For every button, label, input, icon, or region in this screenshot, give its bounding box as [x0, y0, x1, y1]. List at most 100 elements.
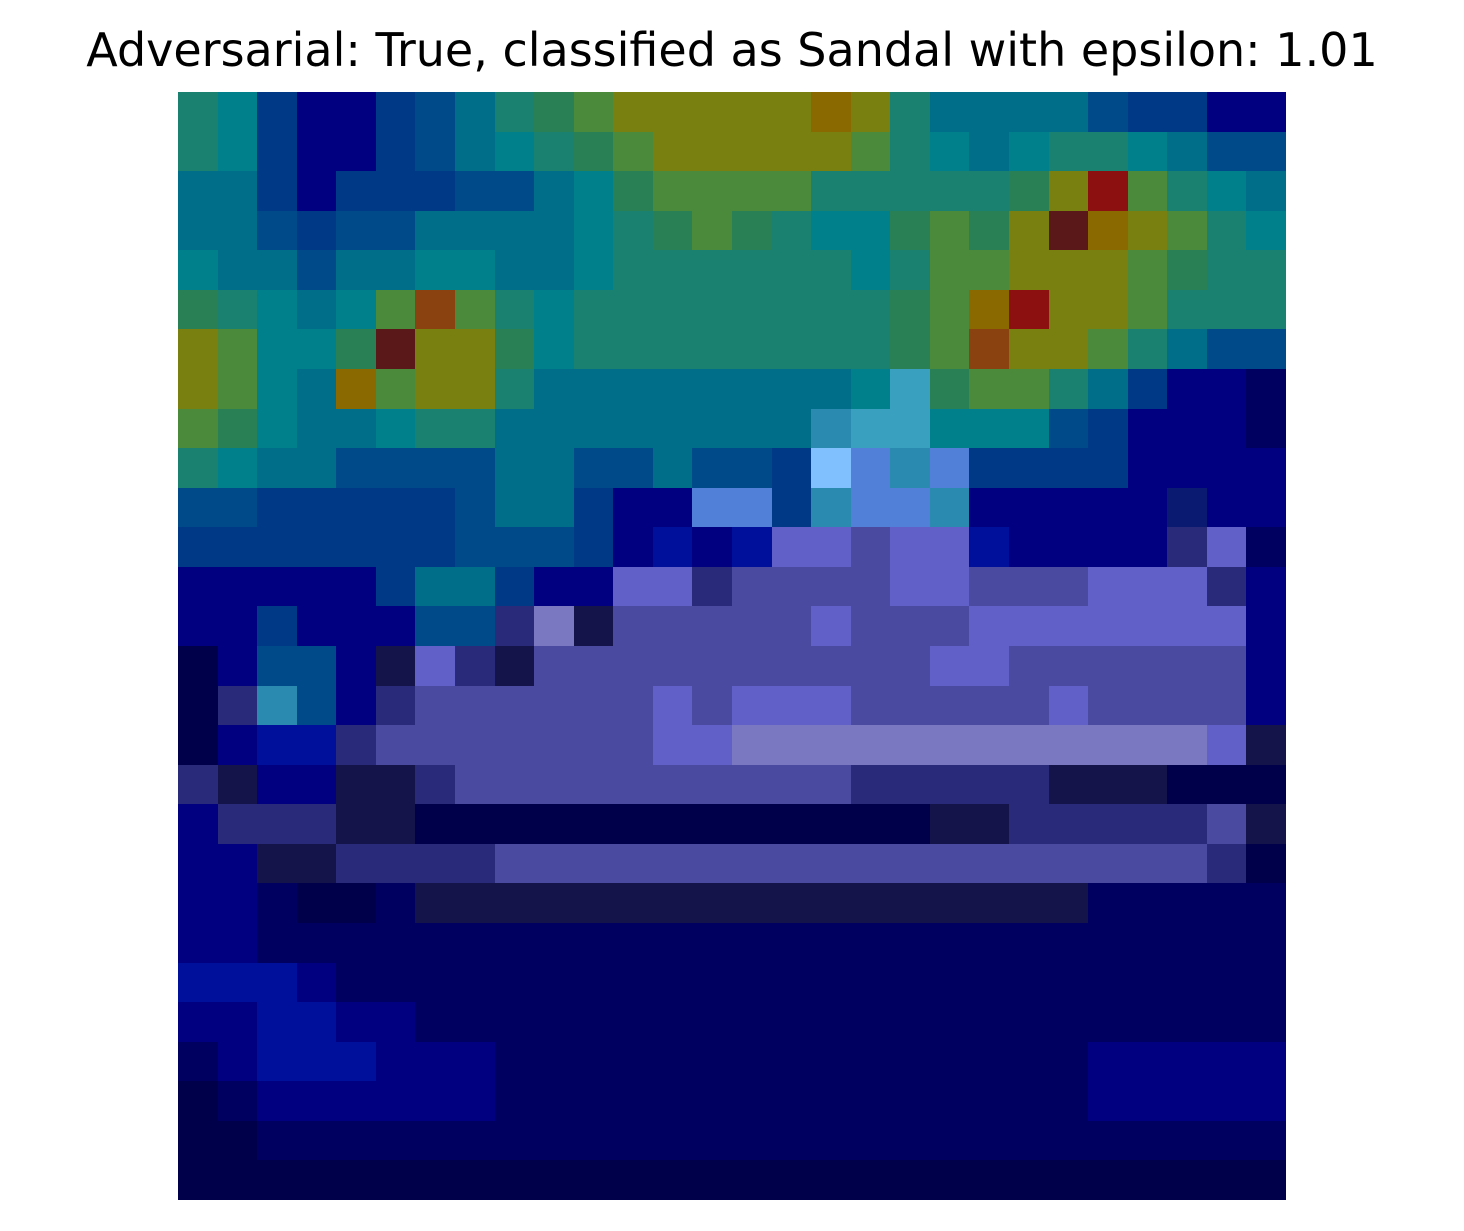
image-pixel: [1128, 527, 1168, 567]
image-pixel: [455, 1081, 495, 1121]
image-pixel: [297, 963, 337, 1003]
image-pixel: [455, 765, 495, 805]
image-pixel: [455, 171, 495, 211]
image-pixel: [336, 844, 376, 884]
image-pixel: [772, 923, 812, 963]
image-pixel: [455, 329, 495, 369]
image-pixel: [969, 567, 1009, 607]
image-pixel: [1207, 171, 1247, 211]
image-pixel: [1207, 527, 1247, 567]
image-pixel: [851, 527, 891, 567]
image-pixel: [495, 963, 535, 1003]
image-pixel: [811, 250, 851, 290]
image-pixel: [969, 923, 1009, 963]
image-pixel: [653, 329, 693, 369]
image-pixel: [692, 329, 732, 369]
image-pixel: [772, 132, 812, 172]
image-pixel: [495, 1042, 535, 1082]
image-pixel: [495, 132, 535, 172]
image-pixel: [772, 250, 812, 290]
image-pixel: [297, 211, 337, 251]
image-pixel: [732, 369, 772, 409]
image-pixel: [336, 567, 376, 607]
image-pixel: [613, 369, 653, 409]
image-pixel: [969, 1002, 1009, 1042]
image-pixel: [851, 1002, 891, 1042]
image-pixel: [890, 1121, 930, 1161]
image-pixel: [534, 1160, 574, 1200]
image-pixel: [1128, 1002, 1168, 1042]
image-pixel: [495, 329, 535, 369]
image-pixel: [534, 409, 574, 449]
image-pixel: [415, 132, 455, 172]
image-pixel: [613, 1081, 653, 1121]
image-pixel: [534, 804, 574, 844]
image-pixel: [1128, 250, 1168, 290]
image-pixel: [653, 448, 693, 488]
image-pixel: [574, 646, 614, 686]
image-pixel: [1049, 765, 1089, 805]
image-pixel: [574, 369, 614, 409]
adversarial-image: [178, 92, 1286, 1200]
image-pixel: [574, 1042, 614, 1082]
image-pixel: [1088, 804, 1128, 844]
image-pixel: [1049, 1042, 1089, 1082]
image-pixel: [376, 488, 416, 528]
image-pixel: [376, 527, 416, 567]
image-pixel: [415, 1002, 455, 1042]
image-pixel: [1246, 369, 1286, 409]
image-pixel: [851, 92, 891, 132]
image-pixel: [534, 606, 574, 646]
image-pixel: [257, 883, 297, 923]
image-pixel: [1167, 250, 1207, 290]
image-pixel: [1246, 765, 1286, 805]
image-pixel: [1009, 1081, 1049, 1121]
image-pixel: [1207, 1042, 1247, 1082]
image-pixel: [257, 844, 297, 884]
image-pixel: [772, 488, 812, 528]
image-pixel: [415, 923, 455, 963]
image-pixel: [851, 488, 891, 528]
image-pixel: [930, 409, 970, 449]
image-pixel: [1009, 923, 1049, 963]
image-pixel: [653, 171, 693, 211]
image-pixel: [1049, 1081, 1089, 1121]
image-pixel: [1009, 804, 1049, 844]
image-pixel: [1088, 132, 1128, 172]
image-pixel: [178, 923, 218, 963]
image-pixel: [1049, 132, 1089, 172]
image-pixel: [534, 923, 574, 963]
image-pixel: [732, 686, 772, 726]
image-pixel: [772, 1081, 812, 1121]
image-pixel: [178, 606, 218, 646]
image-pixel: [218, 1002, 258, 1042]
image-pixel: [1009, 606, 1049, 646]
image-pixel: [257, 171, 297, 211]
image-pixel: [1246, 1121, 1286, 1161]
image-pixel: [1167, 606, 1207, 646]
image-pixel: [930, 686, 970, 726]
image-pixel: [1246, 1042, 1286, 1082]
image-pixel: [297, 488, 337, 528]
image-pixel: [218, 290, 258, 330]
image-pixel: [574, 409, 614, 449]
image-pixel: [1049, 171, 1089, 211]
image-pixel: [1009, 1002, 1049, 1042]
image-pixel: [653, 1002, 693, 1042]
image-pixel: [178, 883, 218, 923]
image-pixel: [1167, 171, 1207, 211]
image-pixel: [455, 527, 495, 567]
image-pixel: [218, 171, 258, 211]
image-pixel: [574, 92, 614, 132]
image-pixel: [890, 211, 930, 251]
image-pixel: [1167, 1042, 1207, 1082]
image-pixel: [1246, 448, 1286, 488]
image-pixel: [534, 92, 574, 132]
image-pixel: [376, 329, 416, 369]
image-pixel: [1049, 250, 1089, 290]
image-pixel: [732, 1002, 772, 1042]
image-pixel: [455, 567, 495, 607]
image-pixel: [495, 725, 535, 765]
image-pixel: [772, 883, 812, 923]
image-pixel: [772, 211, 812, 251]
